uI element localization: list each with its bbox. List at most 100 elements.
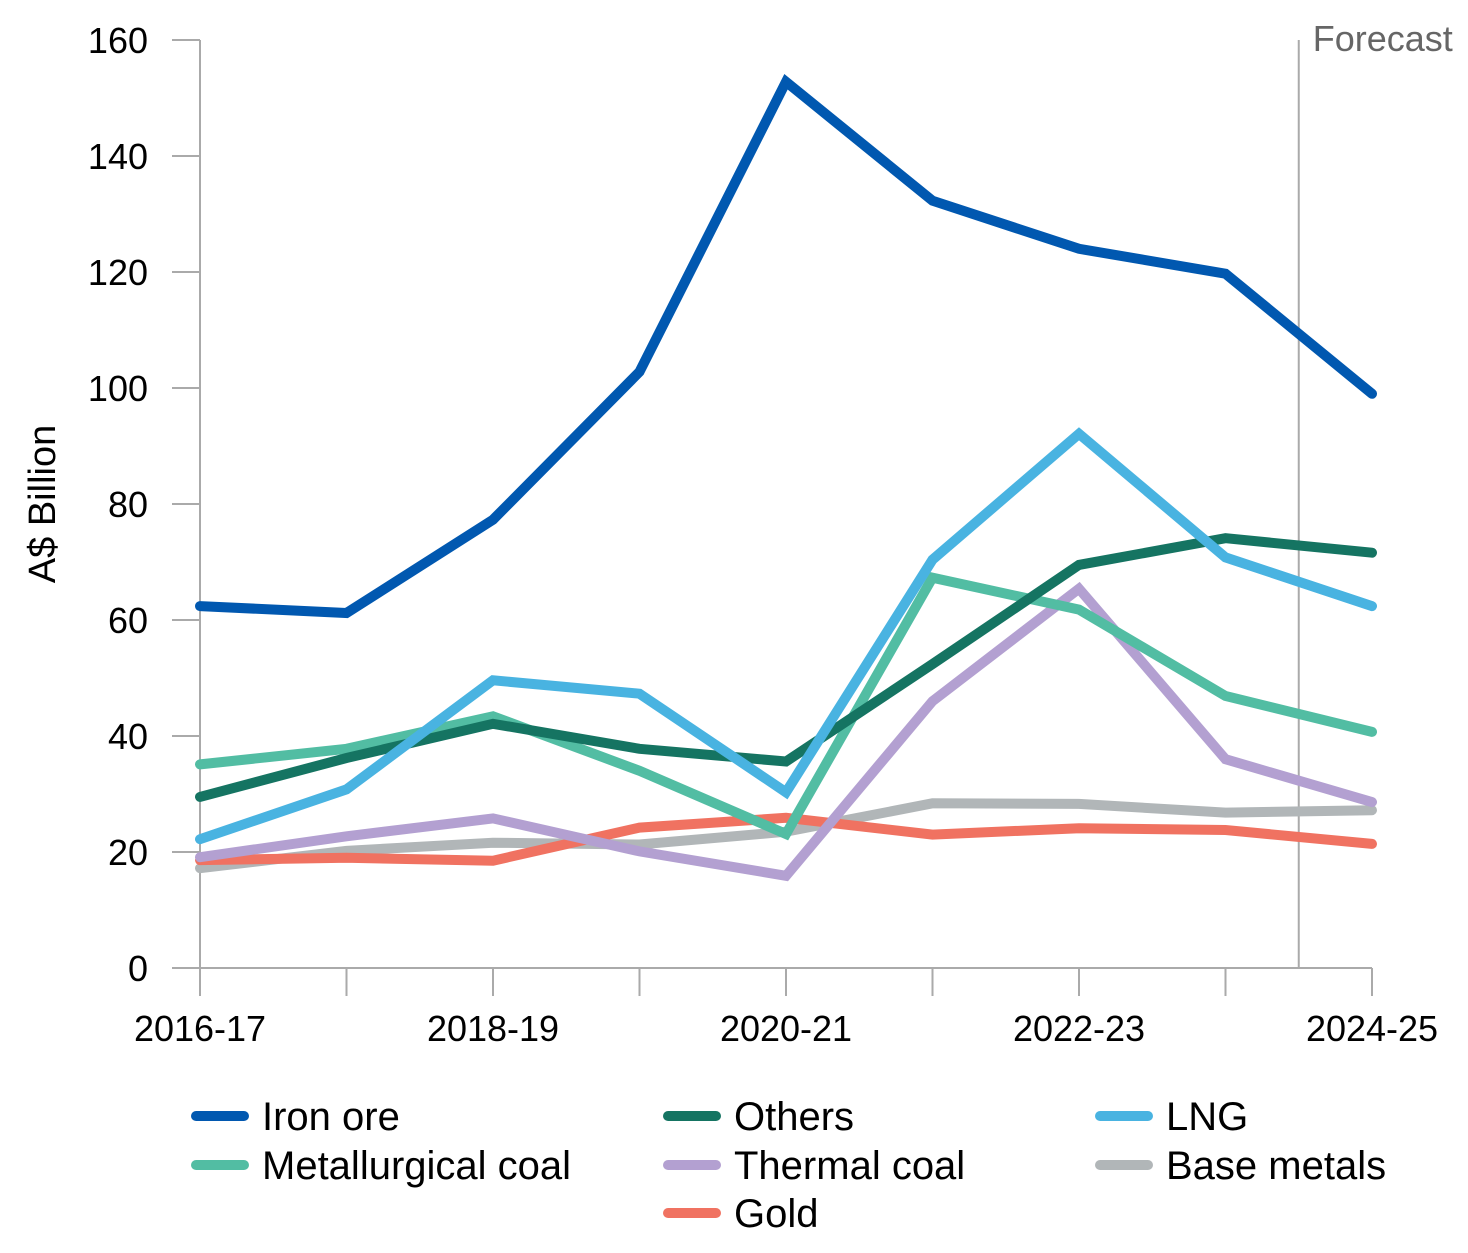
point-gold <box>492 860 494 862</box>
point-iron-ore <box>785 81 787 83</box>
point-metallurgical-coal <box>932 577 933 579</box>
tick-labels-layer: 0 20 40 60 80 100 120 140 160 2016-17 2018-19 2020-… <box>88 20 1438 1049</box>
point-base-metals <box>932 802 933 804</box>
legend-item-others: Others <box>663 1095 854 1139</box>
point-gold <box>932 834 933 836</box>
point-thermal-coal <box>346 835 347 837</box>
point-metallurgical-coal <box>785 833 787 835</box>
point-base-metals <box>1225 812 1226 814</box>
point-base-metals <box>346 850 347 852</box>
forecast-marker: Forecast <box>1297 18 1453 968</box>
point-lng <box>199 838 201 840</box>
series-thermal-coal <box>195 581 1377 882</box>
point-thermal-coal <box>492 817 494 819</box>
y-tick-label: 160 <box>88 20 148 61</box>
point-base-metals <box>639 843 640 845</box>
legend-item-lng: LNG <box>1095 1095 1248 1139</box>
point-iron-ore <box>639 371 640 373</box>
point-metallurgical-coal <box>1225 695 1226 697</box>
point-iron-ore <box>1078 248 1080 250</box>
y-tick-label: 80 <box>108 484 148 525</box>
legend-label: LNG <box>1166 1095 1248 1139</box>
point-gold <box>1371 843 1373 845</box>
point-base-metals <box>199 867 201 869</box>
legend-label: Iron ore <box>262 1095 400 1139</box>
point-lng <box>1225 556 1226 558</box>
y-tick-label: 140 <box>88 136 148 177</box>
point-lng <box>346 788 347 790</box>
line-lng <box>195 427 1377 845</box>
point-base-metals <box>1078 803 1080 805</box>
point-thermal-coal <box>1225 758 1226 760</box>
y-axis-title: A$ Billion <box>22 425 64 583</box>
point-others <box>785 761 787 763</box>
point-others <box>346 757 347 759</box>
series-others <box>195 533 1377 802</box>
point-thermal-coal <box>932 700 933 702</box>
point-others <box>1371 552 1373 554</box>
point-others <box>199 796 201 798</box>
x-tick-label: 2016-17 <box>134 1008 266 1049</box>
point-gold <box>1225 829 1226 831</box>
point-thermal-coal <box>1371 801 1373 803</box>
point-metallurgical-coal <box>199 763 201 765</box>
point-thermal-coal <box>639 850 640 852</box>
point-lng <box>1078 433 1080 435</box>
point-thermal-coal <box>1078 588 1080 590</box>
point-metallurgical-coal <box>639 770 640 772</box>
legend-item-gold: Gold <box>663 1192 819 1236</box>
series-lng <box>195 427 1377 845</box>
y-tick-label: 60 <box>108 600 148 641</box>
legend-label: Base metals <box>1166 1144 1386 1188</box>
x-tick-label: 2018-19 <box>427 1008 559 1049</box>
series-metallurgical-coal <box>195 572 1377 841</box>
point-iron-ore <box>199 605 201 607</box>
point-iron-ore <box>1371 393 1373 395</box>
point-gold <box>785 817 787 819</box>
point-gold <box>1078 827 1080 829</box>
y-tick-label: 120 <box>88 252 148 293</box>
y-tick-label: 100 <box>88 368 148 409</box>
y-tick-label: 20 <box>108 832 148 873</box>
y-tick-label: 40 <box>108 716 148 757</box>
point-metallurgical-coal <box>1371 731 1373 733</box>
series-iron-ore <box>195 74 1377 619</box>
point-others <box>492 723 494 725</box>
legend: Iron ore Metallurgical coal Others Thermal … <box>191 1095 1386 1236</box>
point-gold <box>639 827 640 829</box>
point-iron-ore <box>492 519 494 521</box>
series-layer <box>195 74 1377 882</box>
x-tick-label: 2020-21 <box>720 1008 852 1049</box>
x-tick-label: 2024-25 <box>1306 1008 1438 1049</box>
x-tick-label: 2022-23 <box>1013 1008 1145 1049</box>
legend-label: Thermal coal <box>734 1144 965 1188</box>
legend-item-thermal-coal: Thermal coal <box>663 1144 965 1188</box>
legend-item-base-metals: Base metals <box>1095 1144 1386 1188</box>
point-base-metals <box>1371 809 1373 811</box>
legend-label: Gold <box>734 1192 819 1236</box>
point-lng <box>932 559 933 561</box>
point-thermal-coal <box>199 856 201 858</box>
point-metallurgical-coal <box>1078 609 1080 611</box>
point-metallurgical-coal <box>492 715 494 717</box>
point-others <box>1078 564 1080 566</box>
legend-item-iron-ore: Iron ore <box>191 1095 400 1139</box>
point-lng <box>639 693 640 695</box>
point-lng <box>492 679 494 681</box>
point-iron-ore <box>1225 273 1226 275</box>
point-lng <box>1371 605 1373 607</box>
point-base-metals <box>492 842 494 844</box>
point-iron-ore <box>932 200 933 202</box>
point-others <box>639 748 640 750</box>
axes-layer <box>172 39 1373 996</box>
forecast-label: Forecast <box>1313 18 1453 59</box>
legend-item-metallurgical-coal: Metallurgical coal <box>191 1144 571 1188</box>
point-metallurgical-coal <box>346 748 347 750</box>
y-tick-label: 0 <box>128 948 148 989</box>
point-others <box>1225 537 1226 539</box>
point-lng <box>785 791 787 793</box>
point-gold <box>346 857 347 859</box>
point-iron-ore <box>346 612 347 614</box>
point-thermal-coal <box>785 875 787 877</box>
